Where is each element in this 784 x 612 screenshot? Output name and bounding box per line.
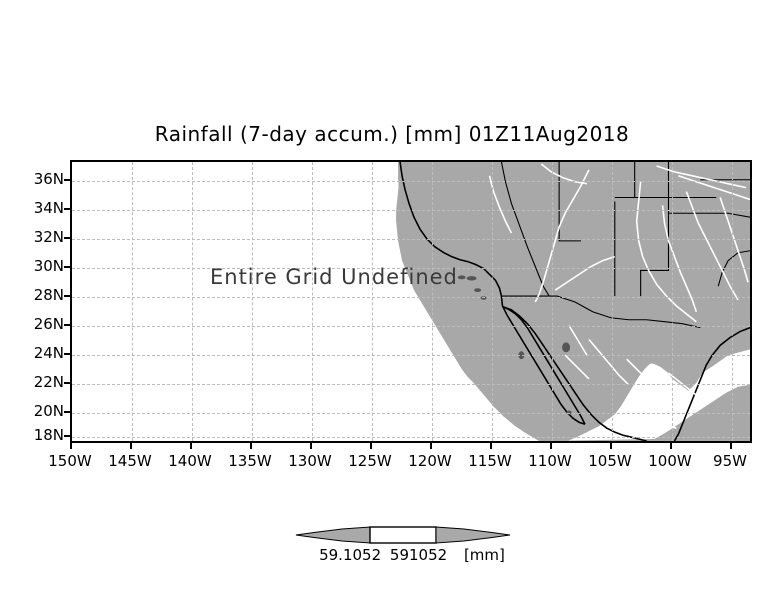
river-yaqui xyxy=(568,325,588,356)
xtick-label-115w: 115W xyxy=(468,452,512,470)
xtick-label-130w: 130W xyxy=(288,452,332,470)
xtick-label-135w: 135W xyxy=(228,452,272,470)
river-red xyxy=(678,175,750,201)
border-tx-la xyxy=(717,250,750,287)
xtick-label-100w: 100W xyxy=(648,452,692,470)
ytick-24n xyxy=(64,353,70,355)
map-plot-area: Entire Grid Undefined xyxy=(70,160,752,443)
xtick-label-145w: 145W xyxy=(108,452,152,470)
xtick-115w xyxy=(490,443,492,449)
xtick-110w xyxy=(550,443,552,449)
ytick-label-26n: 26N xyxy=(33,315,64,333)
xtick-label-95w: 95W xyxy=(713,452,747,470)
xtick-95w xyxy=(730,443,732,449)
ytick-label-20n: 20N xyxy=(33,402,64,420)
xtick-label-110w: 110W xyxy=(528,452,572,470)
island-catalina xyxy=(474,288,482,293)
border-nm-tx xyxy=(640,162,670,297)
colorbar-center-box xyxy=(369,526,437,544)
coastline-baja-west xyxy=(501,305,586,425)
colorbar-right-arrow xyxy=(435,526,511,544)
ytick-28n xyxy=(64,295,70,297)
island-cedros xyxy=(518,351,525,360)
ytick-label-28n: 28N xyxy=(33,286,64,304)
island-santa-rosa xyxy=(457,275,466,280)
colorbar-max-label: 591052 xyxy=(389,546,448,564)
xtick-label-150w: 150W xyxy=(48,452,92,470)
ytick-20n xyxy=(64,411,70,413)
river-canadian xyxy=(656,165,747,189)
coastline-gulf-of-mexico xyxy=(673,326,750,441)
xtick-label-125w: 125W xyxy=(348,452,392,470)
xtick-145w xyxy=(130,443,132,449)
river-trinity xyxy=(719,197,749,283)
colorbar-labels: 59.1052 591052 [mm] xyxy=(292,546,532,564)
island-revillagigedo xyxy=(566,410,572,415)
river-sinaloa xyxy=(564,354,590,380)
xtick-140w xyxy=(190,443,192,449)
xtick-135w xyxy=(250,443,252,449)
ytick-label-36n: 36N xyxy=(33,170,64,188)
border-us-mexico xyxy=(501,295,701,329)
island-tiburon xyxy=(562,342,571,353)
ytick-18n xyxy=(64,435,70,437)
colorbar-units-label: [mm] xyxy=(463,546,505,564)
river-gila xyxy=(554,255,616,291)
xtick-125w xyxy=(370,443,372,449)
page-title: Rainfall (7-day accum.) [mm] 01Z11Aug201… xyxy=(154,122,630,146)
xtick-150w xyxy=(70,443,72,449)
xtick-100w xyxy=(670,443,672,449)
ytick-26n xyxy=(64,324,70,326)
river-rio-grande xyxy=(635,181,697,323)
ytick-30n xyxy=(64,266,70,268)
basemap-graphic xyxy=(72,162,750,441)
colorbar-graphic xyxy=(295,526,511,544)
ytick-label-18n: 18N xyxy=(33,426,64,444)
ytick-label-22n: 22N xyxy=(33,373,64,391)
xtick-105w xyxy=(610,443,612,449)
ytick-36n xyxy=(64,179,70,181)
ytick-22n xyxy=(64,382,70,384)
ytick-34n xyxy=(64,208,70,210)
xtick-120w xyxy=(430,443,432,449)
xtick-label-140w: 140W xyxy=(168,452,212,470)
coastline-baja-east xyxy=(503,306,586,425)
ytick-label-30n: 30N xyxy=(33,257,64,275)
border-tx-ok xyxy=(668,212,750,218)
ytick-32n xyxy=(64,237,70,239)
river-brazos xyxy=(685,191,739,301)
ytick-label-32n: 32N xyxy=(33,228,64,246)
island-san-clemente xyxy=(480,296,487,300)
border-ca-nv xyxy=(500,162,550,297)
coastline-gulf-california-east xyxy=(503,306,647,441)
coastline-west xyxy=(399,162,504,307)
colorbar-min-label: 59.1052 xyxy=(319,546,382,564)
river-snake xyxy=(540,163,588,185)
entire-grid-undefined-label: Entire Grid Undefined xyxy=(210,265,458,289)
river-mexico-1 xyxy=(588,338,630,386)
islands-group xyxy=(457,275,572,415)
island-santa-cruz xyxy=(466,276,477,281)
xtick-label-120w: 120W xyxy=(408,452,452,470)
river-balsas xyxy=(628,415,677,429)
ytick-label-34n: 34N xyxy=(33,199,64,217)
river-mexico-2 xyxy=(626,358,667,398)
xtick-label-105w: 105W xyxy=(588,452,632,470)
ytick-label-24n: 24N xyxy=(33,344,64,362)
colorbar-left-arrow xyxy=(295,526,371,544)
xtick-130w xyxy=(310,443,312,449)
colorbar: 59.1052 591052 [mm] xyxy=(292,524,532,570)
coastline-group xyxy=(399,162,750,441)
river-colorado xyxy=(534,169,590,303)
